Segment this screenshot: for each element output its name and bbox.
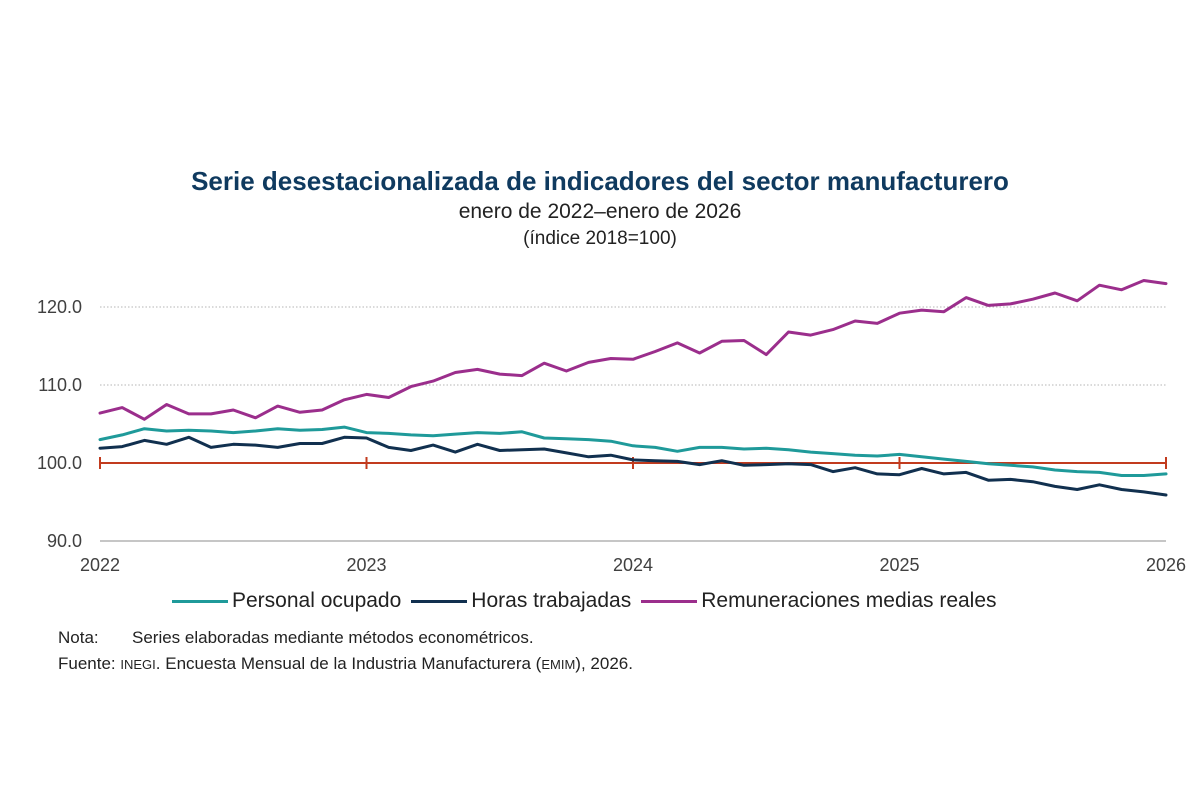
legend-swatch-personal [172,599,228,603]
source-text-2: ), 2026. [575,654,633,673]
y-tick-label: 110.0 [38,375,82,395]
source-abbr: EMIM [541,657,576,672]
chart-title: Serie desestacionalizada de indicadores … [191,166,1009,196]
chart-subtitle: enero de 2022–enero de 2026 [458,200,742,223]
series-line-remuneraciones [98,279,1168,421]
legend-item-remuneraciones: Remuneraciones medias reales [641,589,997,613]
source-line: Fuente: INEGI. Encuesta Mensual de la In… [58,651,633,678]
y-tick-label: 90.0 [47,531,82,551]
x-tick-label: 2023 [346,555,386,575]
series-line-horas-trabajadas [98,435,1168,497]
chart-unit-label: (índice 2018=100) [523,228,677,249]
legend-item-personal: Personal ocupado [172,589,401,613]
y-tick-label: 120.0 [37,297,82,317]
legend-swatch-remuneraciones [641,599,698,603]
y-tick-label: 100.0 [37,453,82,473]
note-line: Nota: Series elaboradas mediante métodos … [58,625,633,651]
legend-label-remuneraciones: Remuneraciones medias reales [701,589,997,612]
source-text-1: . Encuesta Mensual de la Industria Manuf… [155,654,542,673]
x-tick-label: 2026 [1146,555,1186,575]
legend-label-horas: Horas trabajadas [471,589,632,612]
x-tick-label: 2022 [80,555,120,575]
series-line-personal-ocupado [98,425,1168,477]
note-text: Series elaboradas mediante métodos econo… [132,628,534,647]
legend-swatch-horas [411,599,468,603]
legend-label-personal: Personal ocupado [232,589,402,612]
x-tick-label: 2025 [879,555,919,575]
chart-legend: Personal ocupado Horas trabajadas Remune… [172,589,1007,613]
x-tick-label: 2024 [613,555,653,575]
legend-item-horas: Horas trabajadas [411,589,631,613]
note-label: Nota: [58,628,99,647]
chart-notes: Nota: Series elaboradas mediante métodos … [58,625,633,678]
source-label: Fuente: [58,654,116,673]
source-org: INEGI [120,657,156,672]
